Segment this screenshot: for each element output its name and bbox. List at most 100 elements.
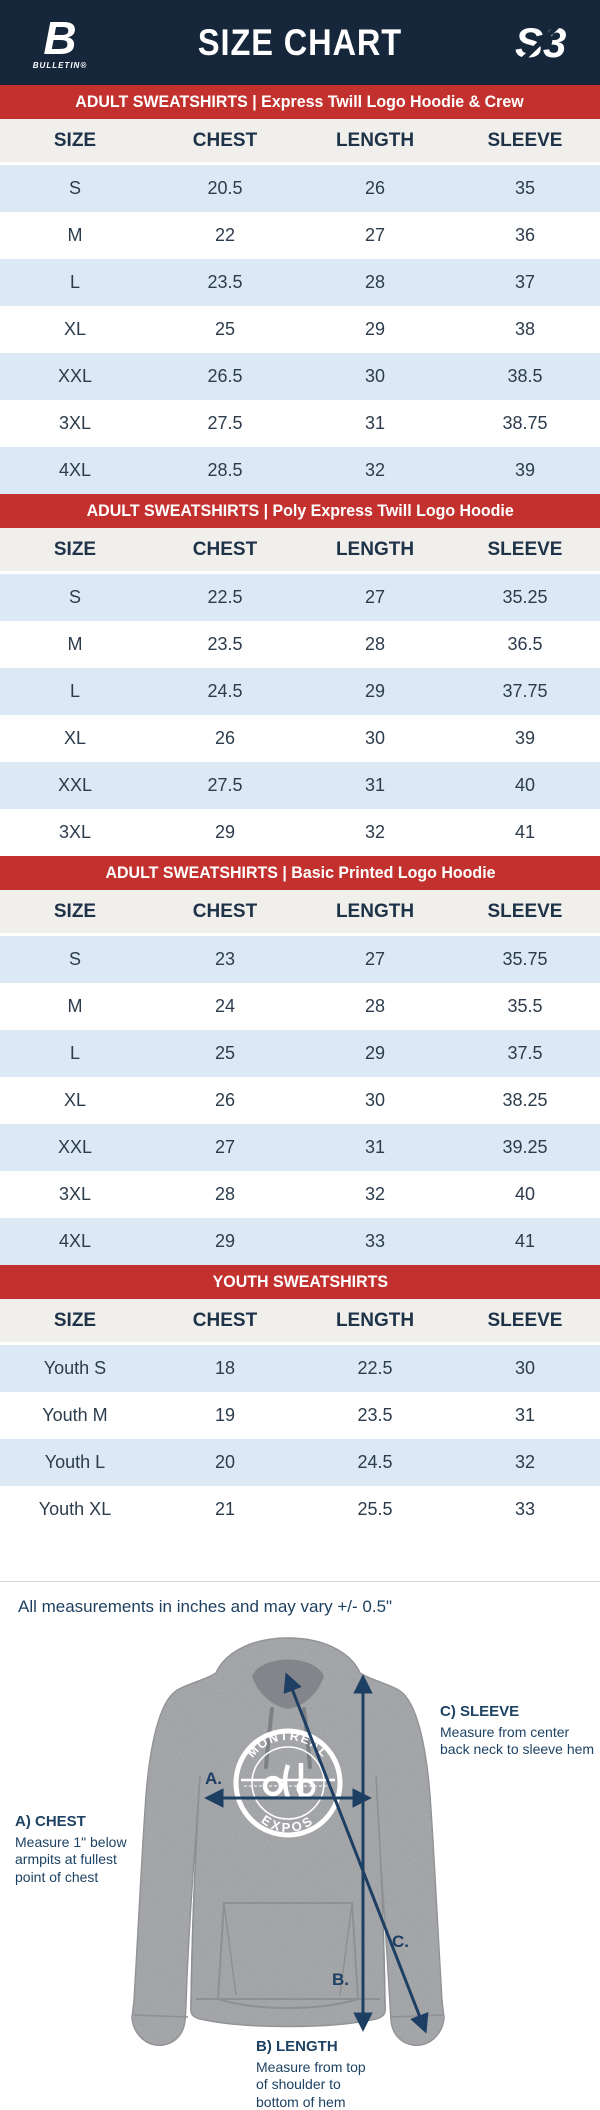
- size-cell: 3XL: [58, 1184, 92, 1204]
- table-row: Youth S 18 22.5 30: [0, 1343, 600, 1392]
- column-header-chest: CHEST: [150, 528, 300, 574]
- measure-cell: 32: [364, 822, 386, 842]
- s3-logo: S3: [494, 15, 586, 71]
- measure-cell: 24.5: [150, 668, 300, 715]
- section-banner-label: ADULT SWEATSHIRTS | Poly Express Twill L…: [86, 501, 514, 520]
- size-table-section-poly-express: ADULT SWEATSHIRTS | Poly Express Twill L…: [0, 494, 600, 856]
- size-cell: Youth M: [42, 1405, 108, 1425]
- size-cell: 3XL: [58, 822, 92, 842]
- length-annotation: B) LENGTH Measure from top of shoulder t…: [256, 2038, 381, 2110]
- table-row: M 24 28 35.5: [0, 983, 600, 1030]
- size-table: SIZE CHEST LENGTH SLEEVE Youth S 18 22.5 30…: [0, 1299, 600, 1533]
- size-cell: 4XL: [0, 1218, 150, 1265]
- measure-cell: 30: [364, 1090, 386, 1110]
- measure-cell: 23: [150, 934, 300, 983]
- measure-cell: 26.5: [150, 353, 300, 400]
- measuring-diagram-section: All measurements in inches and may vary …: [0, 1533, 600, 2110]
- table-row: 3XL 28 32 40: [0, 1171, 600, 1218]
- measure-cell: 37.5: [450, 1030, 600, 1077]
- table-row: 3XL 29 32 41: [0, 809, 600, 856]
- column-header-size: SIZE: [0, 1299, 150, 1345]
- size-cell: XXL: [0, 1124, 150, 1171]
- chest-annotation-body: Measure 1" below armpits at fullest poin…: [15, 1833, 127, 1885]
- measure-cell: 27.5: [207, 413, 243, 433]
- measure-cell: 20: [150, 1439, 300, 1486]
- table-row: L 24.5 29 37.75: [0, 668, 600, 715]
- size-cell: 3XL: [58, 413, 92, 433]
- table-row: XL 25 29 38: [0, 306, 600, 353]
- chest-annotation: A) CHEST Measure 1" below armpits at ful…: [15, 1813, 130, 1886]
- size-cell: XL: [63, 319, 87, 339]
- measure-cell: 28: [214, 1184, 236, 1204]
- measure-cell: 28: [300, 259, 450, 306]
- measure-cell: 38.75: [502, 413, 548, 433]
- measure-cell: 31: [514, 1405, 536, 1425]
- measure-cell: 24: [214, 996, 236, 1016]
- page-header: B BULLETIN® SIZE CHART S3: [0, 0, 600, 85]
- table-row: 4XL 28.5 32 39: [0, 447, 600, 494]
- measure-cell: 29: [364, 319, 386, 339]
- measure-cell: 23.5: [357, 1405, 393, 1425]
- size-table-section-youth: YOUTH SWEATSHIRTS SIZE CHEST LENGTH SLEE…: [0, 1265, 600, 1533]
- column-header-chest: CHEST: [150, 1299, 300, 1345]
- column-header-length: LENGTH: [300, 890, 450, 936]
- measure-cell: 28: [364, 996, 386, 1016]
- size-cell: Youth S: [0, 1343, 150, 1392]
- measure-cell: 27: [300, 572, 450, 621]
- measure-cell: 23.5: [150, 259, 300, 306]
- size-cell: Youth L: [0, 1439, 150, 1486]
- measure-cell: 27.5: [150, 762, 300, 809]
- section-banner: ADULT SWEATSHIRTS | Poly Express Twill L…: [0, 494, 600, 528]
- measure-cell: 18: [150, 1343, 300, 1392]
- measure-cell: 41: [514, 822, 536, 842]
- size-table: SIZE CHEST LENGTH SLEEVE S 23 27 35.75 M 24 28…: [0, 890, 600, 1265]
- measure-cell: 32: [300, 447, 450, 494]
- sleeve-annotation-heading: C) SLEEVE: [440, 1703, 520, 1720]
- size-cell: M: [67, 225, 83, 245]
- size-table: SIZE CHEST LENGTH SLEEVE S 20.5 26 35 M 22 27 3…: [0, 119, 600, 494]
- measure-cell: 38.5: [450, 353, 600, 400]
- measure-cell: 39: [450, 447, 600, 494]
- table-row: L 23.5 28 37: [0, 259, 600, 306]
- size-cell: L: [0, 259, 150, 306]
- size-cell: XXL: [0, 353, 150, 400]
- table-row: XXL 27.5 31 40: [0, 762, 600, 809]
- table-header-row: SIZE CHEST LENGTH SLEEVE: [0, 119, 600, 165]
- measure-cell: 33: [514, 1499, 536, 1519]
- measure-cell: 30: [300, 353, 450, 400]
- marker-b: B.: [332, 1970, 349, 1989]
- measure-cell: 35.75: [450, 934, 600, 983]
- measurements-note: All measurements in inches and may vary …: [18, 1597, 393, 1616]
- size-cell: M: [67, 996, 83, 1016]
- size-cell: Youth XL: [38, 1499, 112, 1519]
- measure-cell: 40: [450, 762, 600, 809]
- measurement-arrows: [204, 1672, 429, 2034]
- measure-cell: 28: [364, 634, 386, 654]
- measure-cell: 37: [450, 259, 600, 306]
- measure-cell: 38: [514, 319, 536, 339]
- table-row: S 20.5 26 35: [0, 163, 600, 212]
- measure-cell: 24.5: [300, 1439, 450, 1486]
- table-row: L 25 29 37.5: [0, 1030, 600, 1077]
- page-title: SIZE CHART: [197, 21, 403, 63]
- section-banner: ADULT SWEATSHIRTS | Express Twill Logo H…: [0, 85, 600, 119]
- measure-cell: 33: [300, 1218, 450, 1265]
- measure-cell: 27: [300, 934, 450, 983]
- hoodie-diagram: MONTREAL EXPOS A. B. C.: [131, 1637, 445, 2046]
- size-table-section-express-twill: ADULT SWEATSHIRTS | Express Twill Logo H…: [0, 85, 600, 494]
- table-row: Youth XL 21 25.5 33: [0, 1486, 600, 1533]
- measure-cell: 22.5: [300, 1343, 450, 1392]
- marker-c: C.: [392, 1932, 409, 1951]
- size-table-section-basic-printed: ADULT SWEATSHIRTS | Basic Printed Logo H…: [0, 856, 600, 1265]
- section-banner-label: YOUTH SWEATSHIRTS: [212, 1272, 388, 1291]
- measure-cell: 26: [214, 728, 236, 748]
- measure-cell: 31: [364, 413, 386, 433]
- size-cell: L: [0, 668, 150, 715]
- table-row: XL 26 30 39: [0, 715, 600, 762]
- column-header-chest: CHEST: [150, 119, 300, 165]
- measure-cell: 41: [450, 1218, 600, 1265]
- measure-cell: 32: [364, 1184, 386, 1204]
- measure-cell: 35.25: [450, 572, 600, 621]
- measure-cell: 29: [214, 822, 236, 842]
- column-header-sleeve: SLEEVE: [450, 528, 600, 574]
